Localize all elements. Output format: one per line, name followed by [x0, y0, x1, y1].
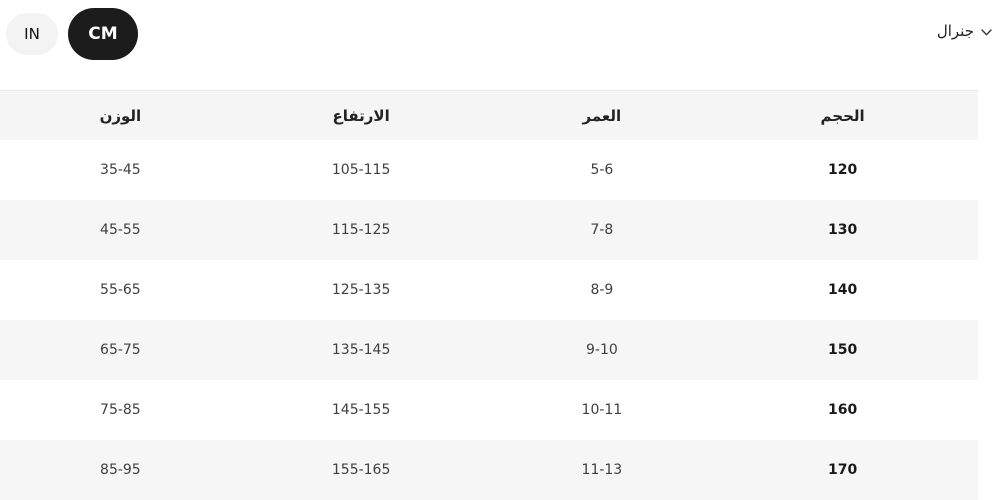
weight-cell: 55-65 — [100, 282, 141, 298]
height-cell: 135-145 — [331, 342, 391, 358]
height-cell: 105-115 — [331, 162, 391, 178]
weight-cell: 65-75 — [100, 342, 141, 358]
age-cell: 7-8 — [590, 222, 614, 238]
unit-cm-button[interactable]: CM — [68, 8, 138, 60]
weight-cell: 35-45 — [100, 162, 141, 178]
table-row: 120 5-6 105-115 35-45 — [0, 140, 978, 200]
size-cell: 140 — [828, 282, 858, 298]
unit-toggle: IN CM — [6, 8, 138, 60]
column-header-age: العمر — [582, 106, 622, 125]
size-cell: 160 — [828, 402, 858, 418]
category-dropdown[interactable]: جنرال — [937, 22, 992, 40]
age-cell: 9-10 — [585, 342, 618, 358]
size-cell: 130 — [828, 222, 858, 238]
table-row: 160 10-11 145-155 75-85 — [0, 380, 978, 440]
topbar: IN CM جنرال — [0, 0, 1000, 90]
size-cell: 170 — [828, 462, 858, 478]
size-table-body: 120 5-6 105-115 35-45 130 7-8 115-125 45… — [0, 140, 978, 500]
size-table-header-row: الحجم العمر الارتفاع الوزن — [0, 91, 978, 140]
weight-cell: 45-55 — [100, 222, 141, 238]
column-header-weight: الوزن — [99, 106, 142, 125]
unit-in-button[interactable]: IN — [6, 13, 58, 55]
weight-cell: 75-85 — [100, 402, 141, 418]
table-row: 150 9-10 135-145 65-75 — [0, 320, 978, 380]
table-row: 130 7-8 115-125 45-55 — [0, 200, 978, 260]
age-cell: 10-11 — [581, 402, 623, 418]
column-header-height: الارتفاع — [332, 106, 390, 125]
age-cell: 11-13 — [581, 462, 623, 478]
height-cell: 155-165 — [331, 462, 391, 478]
size-cell: 150 — [828, 342, 858, 358]
table-row: 170 11-13 155-165 85-95 — [0, 440, 978, 500]
table-row: 140 8-9 125-135 55-65 — [0, 260, 978, 320]
height-cell: 145-155 — [331, 402, 391, 418]
chevron-down-icon — [981, 28, 992, 36]
age-cell: 5-6 — [590, 162, 614, 178]
weight-cell: 85-95 — [100, 462, 141, 478]
size-cell: 120 — [828, 162, 858, 178]
size-chart-table: الحجم العمر الارتفاع الوزن 120 5-6 105-1… — [0, 90, 978, 500]
age-cell: 8-9 — [590, 282, 614, 298]
column-header-size: الحجم — [820, 106, 865, 125]
height-cell: 125-135 — [331, 282, 391, 298]
height-cell: 115-125 — [331, 222, 391, 238]
category-dropdown-label: جنرال — [936, 22, 974, 40]
